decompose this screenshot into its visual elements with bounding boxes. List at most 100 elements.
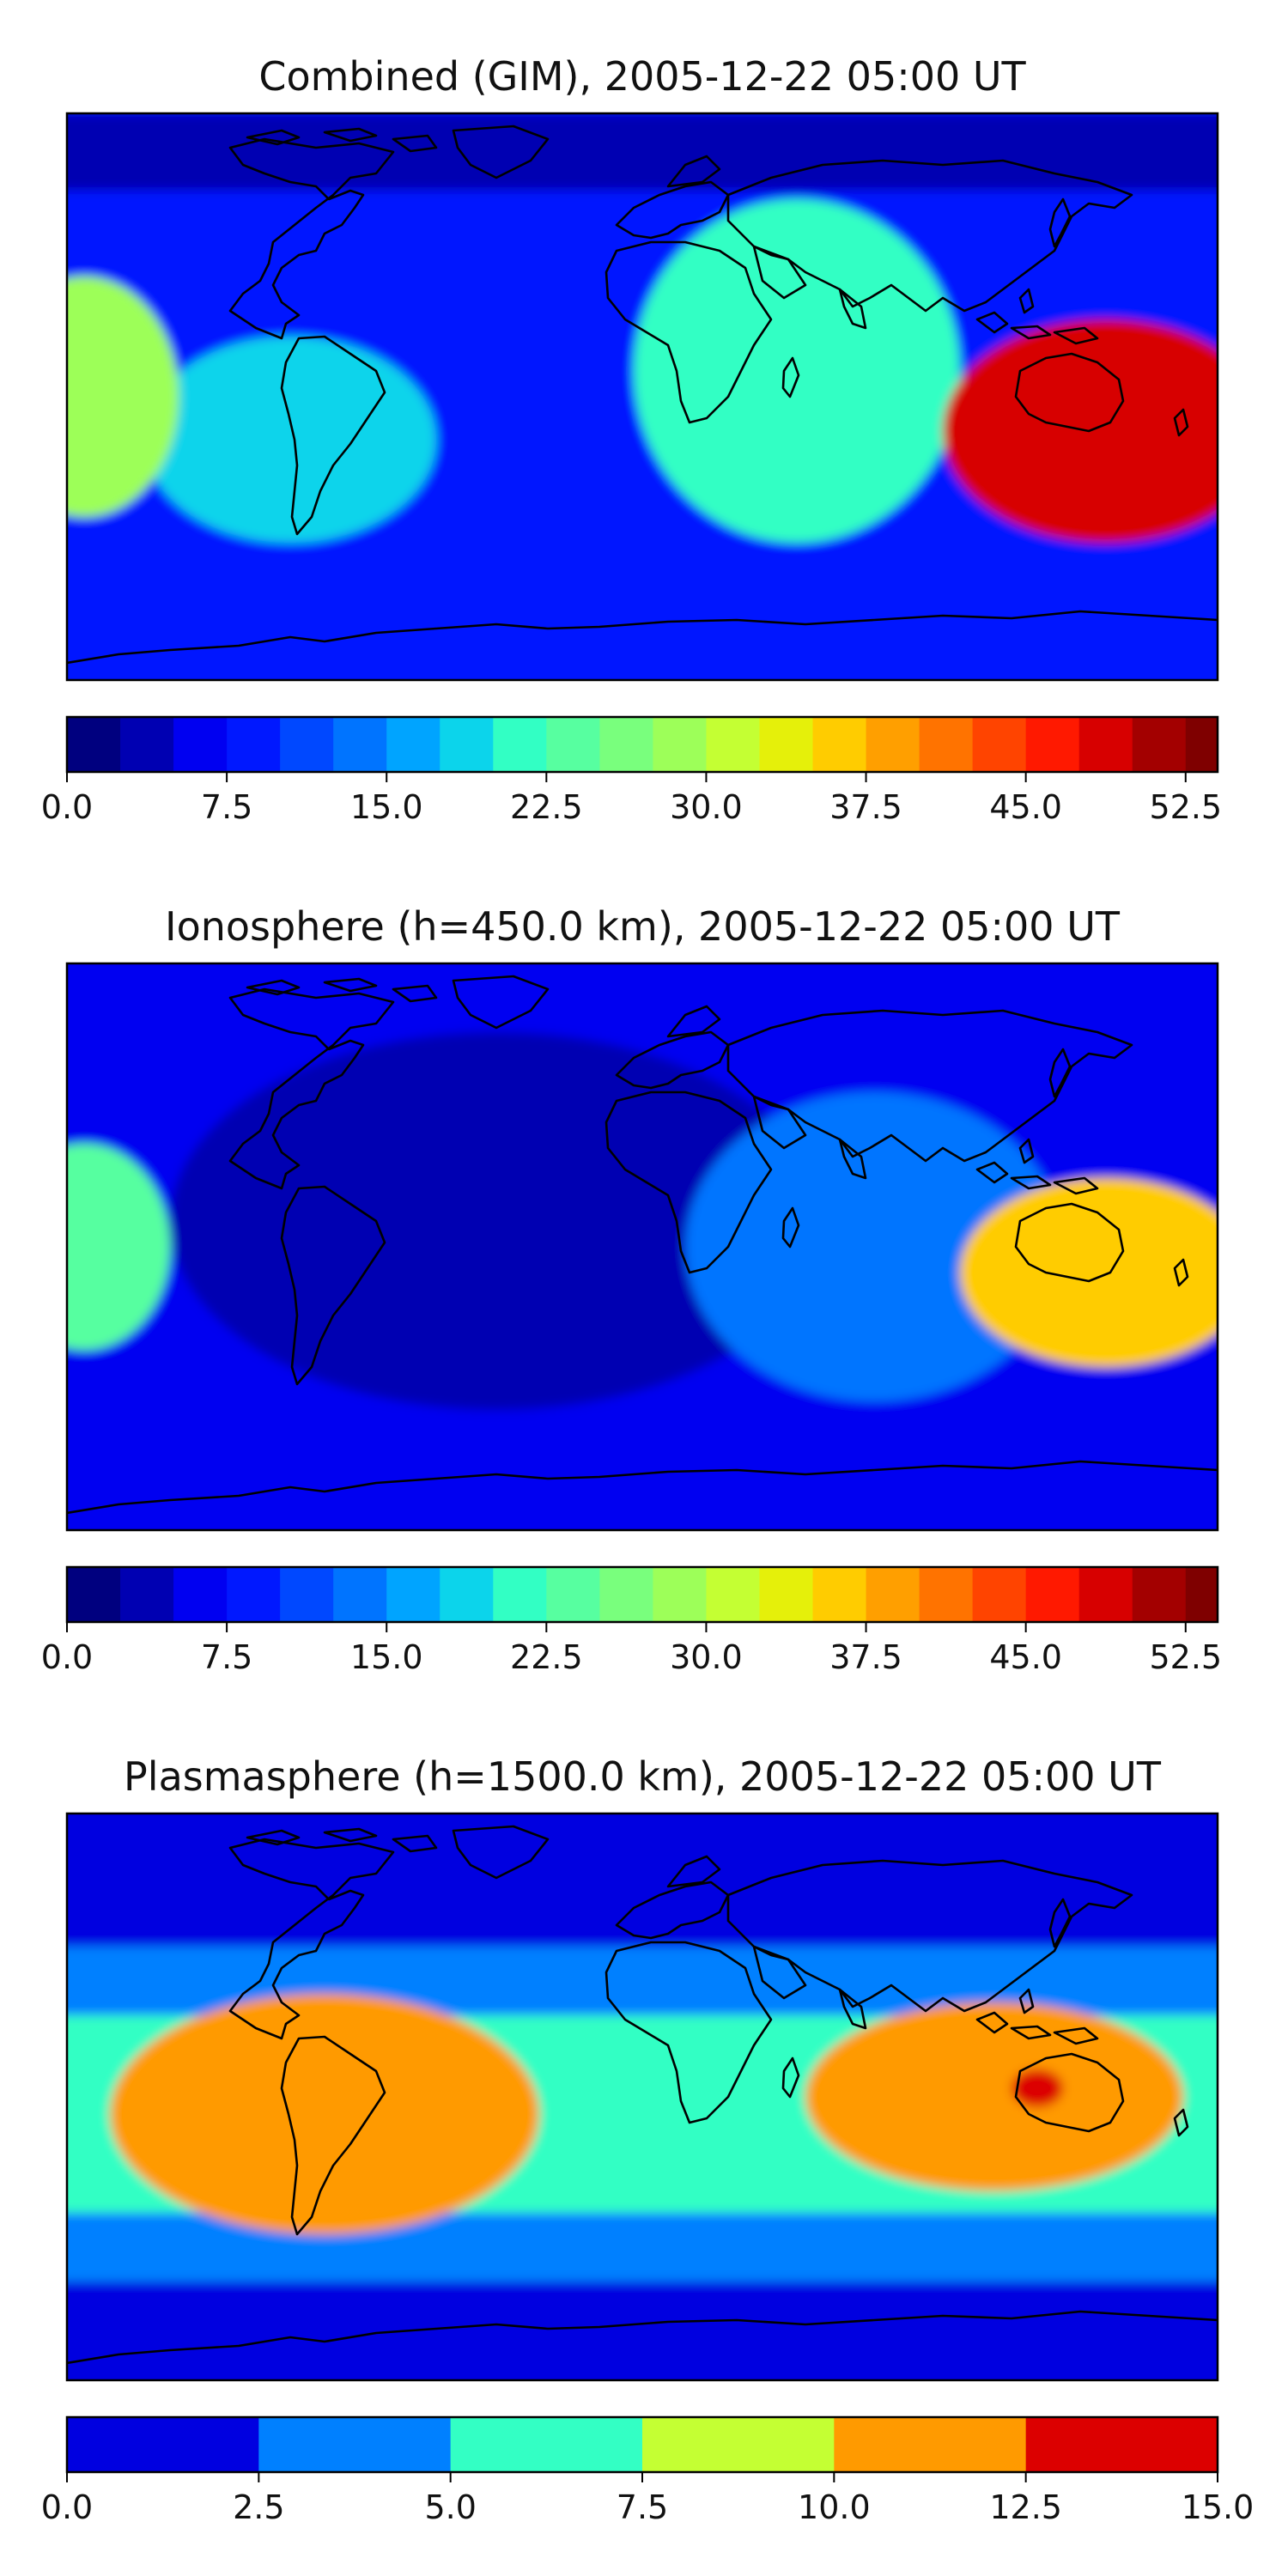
colorbar: 0.0 7.5 15.0 22.5 30.0 37.5 45.0 52.5 bbox=[41, 1565, 1222, 1676]
colorbar-segment bbox=[653, 717, 707, 772]
colorbar-segment bbox=[1132, 717, 1187, 772]
field-region bbox=[110, 1994, 539, 2234]
colorbar-tick-label: 7.5 bbox=[201, 1638, 252, 1676]
field-region bbox=[144, 337, 436, 543]
colorbar-tick-label: 30.0 bbox=[670, 788, 743, 826]
colorbar-segment bbox=[333, 717, 387, 772]
colorbar-segment bbox=[919, 1567, 974, 1622]
tec-field bbox=[67, 113, 1218, 680]
colorbar-segment bbox=[280, 717, 334, 772]
colorbar-segment bbox=[642, 2417, 835, 2472]
tec-field bbox=[67, 963, 1218, 1530]
colorbar-segment bbox=[67, 1567, 121, 1622]
colorbar-segment bbox=[546, 717, 600, 772]
colorbar-segment bbox=[599, 1567, 653, 1622]
colorbar-segment bbox=[227, 717, 281, 772]
colorbar-segment bbox=[1132, 1567, 1187, 1622]
colorbar-segment bbox=[1025, 2417, 1218, 2472]
colorbar-tick-label: 52.5 bbox=[1149, 788, 1222, 826]
panel-title: Plasmasphere (h=1500.0 km), 2005-12-22 0… bbox=[124, 1753, 1162, 1800]
colorbar-tick-label: 45.0 bbox=[989, 788, 1062, 826]
colorbar-tick-label: 5.0 bbox=[424, 2488, 476, 2526]
colorbar-segment bbox=[972, 717, 1027, 772]
field-region bbox=[685, 1092, 1063, 1401]
colorbar-segment bbox=[386, 717, 440, 772]
colorbar-frame bbox=[65, 715, 1219, 774]
colorbar-segment bbox=[706, 717, 760, 772]
map-field bbox=[67, 113, 1218, 680]
colorbar-tick-label: 7.5 bbox=[617, 2488, 668, 2526]
map-frame bbox=[65, 962, 1219, 1532]
colorbar-segment bbox=[1025, 717, 1080, 772]
panel-title: Combined (GIM), 2005-12-22 05:00 UT bbox=[258, 53, 1026, 100]
panel-ionosphere: Ionosphere (h=450.0 km), 2005-12-22 05:0… bbox=[41, 903, 1222, 1676]
colorbar-tick-label: 15.0 bbox=[350, 1638, 423, 1676]
colorbar-tick-label: 45.0 bbox=[989, 1638, 1062, 1676]
colorbar-segment bbox=[450, 2417, 643, 2472]
colorbar-segment bbox=[440, 1567, 494, 1622]
colorbar-tick-label: 15.0 bbox=[1182, 2488, 1255, 2526]
colorbar-segment bbox=[866, 1567, 920, 1622]
colorbar-segment bbox=[67, 2417, 259, 2472]
colorbar-segment bbox=[706, 1567, 760, 1622]
colorbar-segment bbox=[866, 717, 920, 772]
colorbar-segment bbox=[599, 717, 653, 772]
colorbar-segment bbox=[173, 1567, 228, 1622]
colorbar-tick-label: 37.5 bbox=[829, 788, 902, 826]
colorbar-tick-label: 0.0 bbox=[41, 2488, 93, 2526]
colorbar-tick-label: 7.5 bbox=[201, 788, 252, 826]
colorbar-segment bbox=[1025, 1567, 1080, 1622]
colorbar-tick-label: 22.5 bbox=[510, 1638, 583, 1676]
colorbar-segment bbox=[546, 1567, 600, 1622]
colorbar-segment bbox=[812, 1567, 867, 1622]
colorbar-segment bbox=[120, 1567, 174, 1622]
field-region bbox=[67, 276, 179, 517]
colorbar-segment bbox=[1078, 1567, 1133, 1622]
colorbar-segment bbox=[67, 717, 121, 772]
panel-combined: Combined (GIM), 2005-12-22 05:00 UT 0.0 7… bbox=[41, 53, 1222, 826]
colorbar-segment bbox=[173, 717, 228, 772]
colorbar-segment bbox=[759, 717, 814, 772]
colorbar-tick-label: 0.0 bbox=[41, 788, 93, 826]
colorbar-segment bbox=[759, 1567, 814, 1622]
field-region bbox=[805, 2002, 1183, 2191]
colorbar-segment bbox=[653, 1567, 707, 1622]
colorbar-segment bbox=[333, 1567, 387, 1622]
colorbar-segment bbox=[1185, 717, 1218, 772]
colorbar-tick-label: 37.5 bbox=[829, 1638, 902, 1676]
field-region bbox=[960, 1178, 1218, 1367]
colorbar-tick-label: 52.5 bbox=[1149, 1638, 1222, 1676]
map-frame bbox=[65, 112, 1219, 682]
colorbar: 0.0 7.5 15.0 22.5 30.0 37.5 45.0 52.5 bbox=[41, 715, 1222, 826]
map-field bbox=[67, 1814, 1218, 2380]
colorbar-segment bbox=[919, 717, 974, 772]
colorbar-segment bbox=[120, 717, 174, 772]
colorbar-tick-label: 30.0 bbox=[670, 1638, 743, 1676]
colorbar-segment bbox=[1185, 1567, 1218, 1622]
colorbar-segment bbox=[493, 1567, 547, 1622]
colorbar-segment bbox=[834, 2417, 1027, 2472]
panel-title: Ionosphere (h=450.0 km), 2005-12-22 05:0… bbox=[165, 903, 1121, 950]
colorbar-segment bbox=[972, 1567, 1027, 1622]
colorbar-segment bbox=[386, 1567, 440, 1622]
field-region bbox=[67, 1144, 170, 1350]
colorbar: 0.0 2.5 5.0 7.5 10.0 12.5 15.0 bbox=[41, 2415, 1255, 2526]
field-region bbox=[1012, 2069, 1063, 2107]
colorbar-tick-label: 12.5 bbox=[989, 2488, 1062, 2526]
tec-field bbox=[67, 1814, 1218, 2380]
colorbar-segment bbox=[440, 717, 494, 772]
colorbar-segment bbox=[227, 1567, 281, 1622]
field-region bbox=[943, 319, 1218, 543]
map-frame bbox=[65, 1812, 1219, 2382]
field-region bbox=[67, 113, 1218, 191]
colorbar-frame bbox=[65, 1565, 1219, 1624]
colorbar-tick-label: 22.5 bbox=[510, 788, 583, 826]
colorbar-segment bbox=[1078, 717, 1133, 772]
colorbar-segment bbox=[493, 717, 547, 772]
colorbar-segment bbox=[812, 717, 867, 772]
colorbar-tick-label: 2.5 bbox=[233, 2488, 284, 2526]
map-field bbox=[67, 963, 1218, 1530]
colorbar-tick-label: 0.0 bbox=[41, 1638, 93, 1676]
colorbar-tick-label: 15.0 bbox=[350, 788, 423, 826]
